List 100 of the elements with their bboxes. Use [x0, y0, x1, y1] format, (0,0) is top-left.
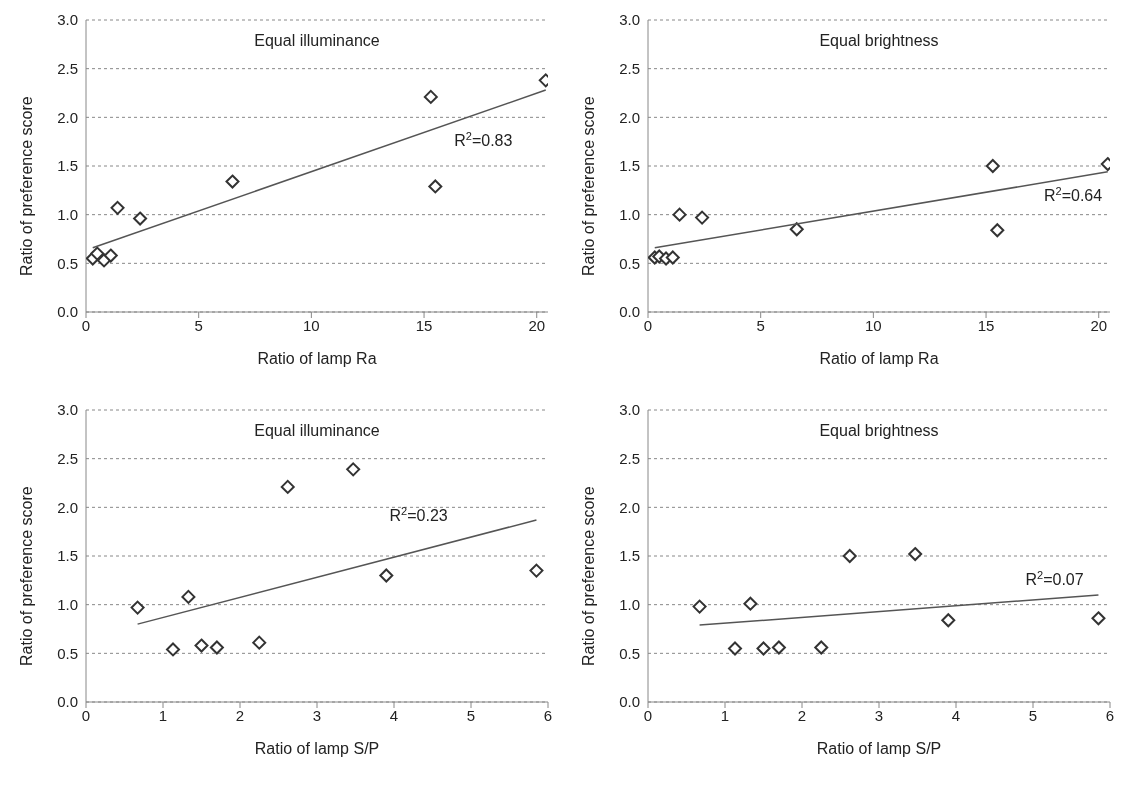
y-tick-label: 1.0	[619, 595, 640, 613]
x-tick-label: 5	[194, 316, 203, 334]
y-tick-label: 3.0	[57, 11, 78, 29]
point	[789, 222, 804, 237]
point	[985, 159, 1000, 173]
point	[941, 613, 956, 628]
annotation: R$^{2}$=0.64	[1043, 185, 1103, 205]
x-axis-title: Ratio of lamp S/P	[816, 740, 942, 757]
x-tick-label: 5	[756, 316, 765, 334]
point	[110, 200, 125, 215]
annotation: R$^{2}$=0.07	[1025, 569, 1084, 589]
y-tick-label: 1.5	[619, 547, 640, 565]
y-tick-label: 1.5	[57, 547, 78, 565]
x-tick-label: 10	[303, 316, 320, 334]
y-tick-label: 1.5	[57, 157, 78, 175]
point	[728, 641, 743, 656]
text: Equal brightness	[819, 32, 939, 50]
point	[133, 211, 148, 226]
y-tick-label: 0.5	[619, 254, 640, 272]
x-tick-label: 0	[643, 316, 653, 334]
x-tick-label: 0	[643, 706, 653, 724]
point	[743, 596, 758, 611]
x-tick-label: 0	[81, 706, 91, 724]
annotation: R$^{2}$=0.23	[389, 504, 448, 524]
y-axis-title: Ratio of preference score	[17, 96, 35, 276]
x-tick-label: 15	[415, 316, 433, 334]
y-tick-label: 0.0	[619, 303, 640, 321]
point	[194, 638, 209, 653]
y-tick-label: 0.5	[57, 644, 78, 662]
point	[166, 642, 181, 657]
point	[842, 549, 857, 563]
y-tick-label: 2.5	[57, 449, 78, 467]
y-tick-label: 2.0	[619, 108, 640, 126]
point	[379, 568, 394, 583]
x-tick-label: 2	[797, 706, 807, 724]
point	[423, 89, 438, 104]
y-tick-label: 2.5	[619, 449, 640, 467]
point	[181, 589, 196, 604]
x-tick-label: 5	[1028, 706, 1038, 724]
point	[692, 599, 707, 614]
point	[225, 174, 240, 189]
x-tick-label: 3	[312, 706, 322, 724]
x-tick-label: 0	[81, 316, 91, 334]
y-tick-label: 0.0	[57, 303, 78, 321]
point	[990, 223, 1005, 238]
y-tick-label: 0.0	[619, 693, 640, 711]
y-tick-label: 1.0	[57, 595, 78, 613]
x-tick-label: 1	[720, 706, 730, 724]
y-tick-label: 1.0	[57, 205, 78, 223]
y-axis-title: Ratio of preference score	[579, 96, 597, 276]
y-tick-label: 0.5	[57, 254, 78, 272]
text: Equal illuminance	[254, 32, 380, 50]
x-tick-label: 4	[951, 706, 961, 724]
y-tick-label: 3.0	[57, 401, 78, 419]
x-tick-label: 20	[528, 316, 546, 334]
y-tick-label: 1.0	[619, 205, 640, 223]
y-tick-label: 2.0	[57, 498, 78, 516]
y-axis-title: Ratio of preference score	[579, 486, 597, 666]
point	[529, 563, 544, 578]
point	[908, 547, 923, 562]
x-axis-title: Ratio of lamp S/P	[254, 740, 380, 757]
point	[103, 248, 118, 263]
x-axis-title: Ratio of lamp Ra	[819, 350, 939, 367]
annotation: R$^{2}$=0.83	[454, 129, 513, 149]
point	[428, 179, 443, 194]
x-tick-label: 20	[1090, 316, 1108, 334]
y-tick-label: 2.5	[619, 59, 640, 77]
point	[209, 640, 224, 655]
text: Equal illuminance	[254, 422, 380, 440]
y-tick-label: 2.5	[57, 59, 78, 77]
point	[130, 600, 145, 615]
y-axis-title: Ratio of preference score	[17, 486, 35, 666]
x-tick-label: 6	[1105, 706, 1115, 724]
point	[756, 641, 771, 656]
point	[280, 479, 295, 494]
text: Equal brightness	[819, 422, 939, 440]
point	[1091, 611, 1106, 626]
x-tick-label: 6	[543, 706, 553, 724]
x-tick-label: 5	[466, 706, 476, 724]
y-tick-label: 2.0	[57, 108, 78, 126]
x-tick-label: 1	[158, 706, 168, 724]
y-tick-label: 3.0	[619, 11, 640, 29]
x-tick-label: 2	[235, 706, 245, 724]
y-tick-label: 2.0	[619, 498, 640, 516]
point	[771, 640, 786, 655]
point	[814, 640, 829, 655]
x-axis-title: Ratio of lamp Ra	[257, 350, 377, 367]
x-tick-label: 10	[865, 316, 882, 334]
point	[346, 462, 361, 477]
y-tick-label: 3.0	[619, 401, 640, 419]
y-tick-label: 0.5	[619, 644, 640, 662]
y-tick-label: 0.0	[57, 693, 78, 711]
point	[252, 635, 267, 650]
point	[672, 207, 687, 222]
point	[90, 246, 105, 261]
point	[695, 210, 710, 225]
point	[665, 250, 680, 265]
x-tick-label: 3	[874, 706, 884, 724]
x-tick-label: 15	[977, 316, 995, 334]
y-tick-label: 1.5	[619, 157, 640, 175]
